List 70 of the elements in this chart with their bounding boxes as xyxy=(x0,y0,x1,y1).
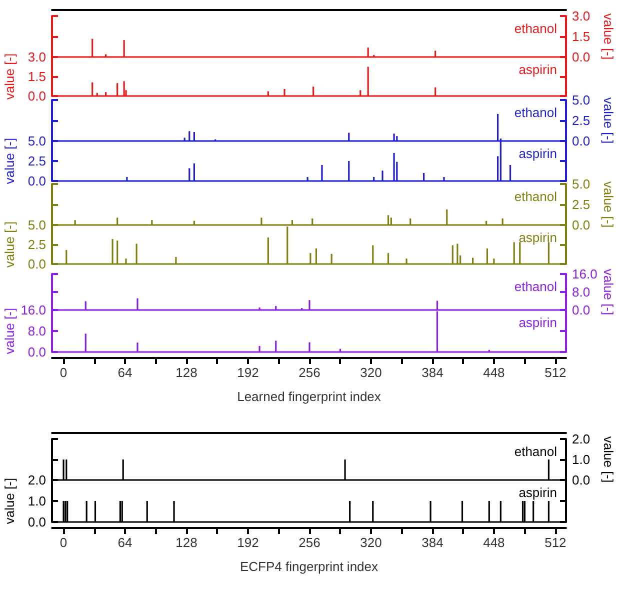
y2-tick-label: 2.5 xyxy=(572,197,590,212)
x-tick-label: 384 xyxy=(422,535,444,550)
x-tick-label: 0 xyxy=(60,365,68,380)
y2-tick-label: 5.0 xyxy=(572,92,590,108)
x-tick-label: 0 xyxy=(60,535,68,550)
y-axis-title: value [-] xyxy=(2,478,17,524)
y-tick-label: 8.0 xyxy=(28,324,46,338)
y-axis-title: value [-] xyxy=(2,53,17,100)
x-tick-label: 256 xyxy=(298,365,320,380)
y2-tick-label: 5.0 xyxy=(572,176,590,192)
y2-axis-title: value [-] xyxy=(601,268,616,316)
x-axis-title: Learned fingerprint index xyxy=(237,389,382,404)
y2-tick-label: 0.0 xyxy=(572,134,590,148)
x-tick-label: 320 xyxy=(360,535,382,550)
x-tick-label: 384 xyxy=(422,365,444,380)
x-tick-label: 512 xyxy=(544,535,566,550)
y2-axis-title: value [-] xyxy=(601,181,616,228)
y-tick-label: 0.0 xyxy=(28,88,46,104)
x-tick-label: 128 xyxy=(176,365,198,380)
x-tick-label: 448 xyxy=(483,535,505,550)
x-tick-label: 448 xyxy=(483,365,505,380)
y2-tick-label: 16.0 xyxy=(572,266,598,282)
y2-axis-title: value [-] xyxy=(601,13,616,60)
y-tick-label: 2.5 xyxy=(28,237,46,252)
y-tick-label: 3.0 xyxy=(28,50,46,64)
text: ethanol xyxy=(514,279,558,294)
y-tick-label: 1.5 xyxy=(28,69,46,84)
legend-label: aspirin xyxy=(518,315,557,330)
y2-axis-title: value [-] xyxy=(601,97,616,144)
y2-tick-label: 8.0 xyxy=(572,284,590,300)
x-tick-label: 192 xyxy=(237,365,259,380)
series-label: ethanol xyxy=(514,105,558,120)
y2-tick-label: 0.0 xyxy=(572,302,590,318)
y-tick-label: 2.5 xyxy=(28,154,46,168)
x-tick-label: 64 xyxy=(118,535,132,550)
series-label: ethanol xyxy=(514,189,558,204)
y-tick-label: 2.0 xyxy=(28,472,46,488)
y-tick-label: 0.0 xyxy=(28,256,46,272)
legend-label: aspirin xyxy=(518,485,557,500)
x-tick-label: 320 xyxy=(360,365,382,380)
legend-label: aspirin xyxy=(518,230,557,245)
x-tick-label: 192 xyxy=(237,535,259,550)
x-tick-label: 256 xyxy=(298,535,320,550)
y-tick-label: 0.0 xyxy=(28,514,46,530)
x-tick-label: 64 xyxy=(118,365,132,380)
y2-tick-label: 1.0 xyxy=(572,452,590,467)
y-axis-title: value [-] xyxy=(2,221,17,268)
x-axis-title: ECFP4 fingerprint index xyxy=(240,559,379,574)
y2-tick-label: 0.0 xyxy=(572,472,590,488)
y-tick-label: 0.0 xyxy=(28,344,46,360)
text: ethanol xyxy=(514,21,558,36)
series-label: ethanol xyxy=(514,444,558,459)
y-axis-title: value [-] xyxy=(2,308,17,354)
y2-tick-label: 2.5 xyxy=(572,113,590,128)
y-tick-label: 0.0 xyxy=(28,174,46,188)
y2-tick-label: 3.0 xyxy=(572,8,590,24)
y-tick-label: 5.0 xyxy=(28,218,46,232)
y-tick-label: 1.0 xyxy=(28,494,46,508)
y2-axis-title: value [-] xyxy=(601,436,616,483)
x-tick-label: 128 xyxy=(176,535,198,550)
y2-tick-label: 0.0 xyxy=(572,50,590,64)
x-tick-label: 512 xyxy=(544,365,566,380)
y-tick-label: 5.0 xyxy=(28,134,46,148)
y2-tick-label: 0.0 xyxy=(572,218,590,232)
legend-label: aspirin xyxy=(518,146,557,161)
y2-tick-label: 2.0 xyxy=(572,432,590,446)
y2-tick-label: 1.5 xyxy=(572,29,590,44)
y-axis-title: value [-] xyxy=(2,138,17,184)
legend-label: aspirin xyxy=(518,62,557,77)
y-tick-label: 16.0 xyxy=(20,302,46,318)
